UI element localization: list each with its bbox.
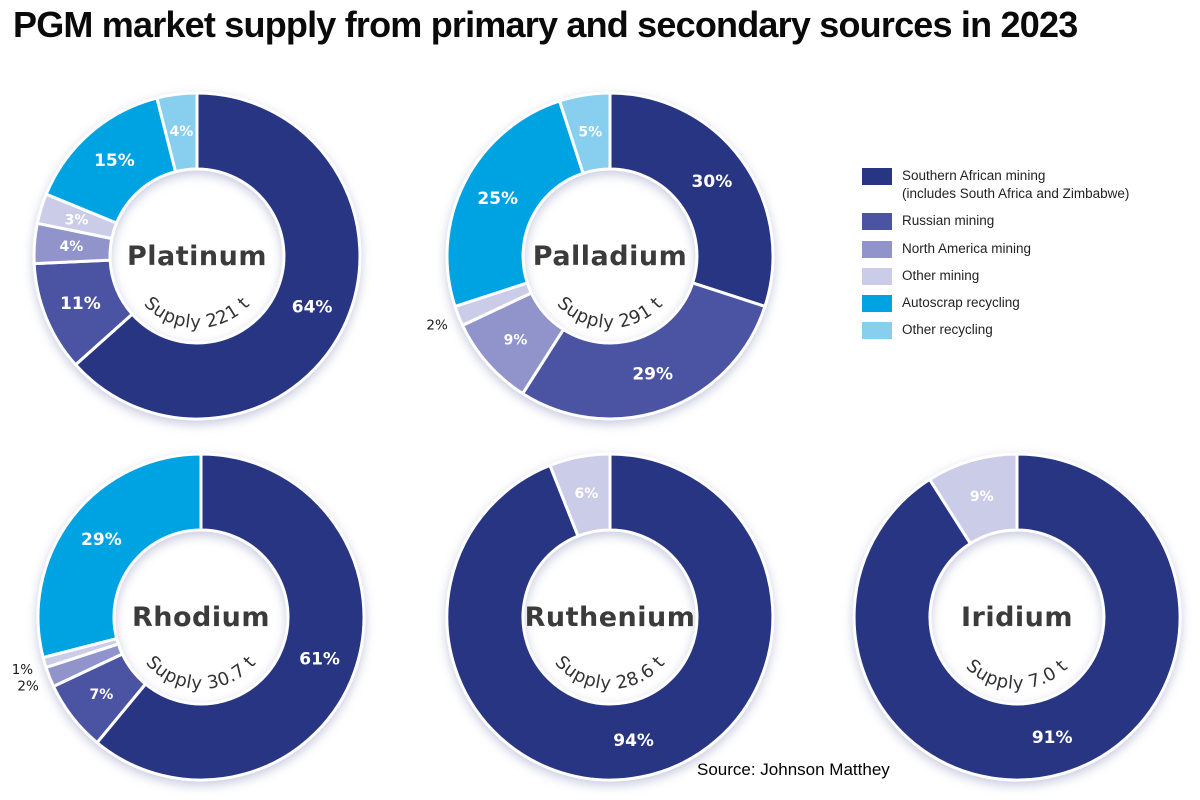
donut-chart-palladium: 30% 29% 9% 2% 25% 5% Palladium Supply 291 t [426, 91, 775, 421]
slice-southern-african-mining [74, 91, 362, 421]
legend-item-4: Autoscrap recycling [862, 294, 1129, 313]
legend-label: Autoscrap recycling [902, 295, 1020, 311]
slice-other-mining [928, 452, 1019, 545]
chart-title: Rhodium [132, 602, 270, 633]
slice-label: 25% [477, 189, 518, 209]
chart-subtitle: Supply 28.6 t [551, 652, 670, 694]
legend-swatch [862, 267, 892, 285]
slice-label: 15% [94, 151, 135, 171]
slice-label: 9% [504, 332, 528, 348]
donut-chart-rhodium: 61% 7% 2%1% 29% Rhodium Supply 30.7 t [12, 452, 366, 782]
legend-swatch [862, 168, 892, 185]
donut-chart-iridium: 91% 9% Iridium Supply 7.0 t [852, 452, 1182, 782]
chart-title: Platinum [127, 241, 267, 272]
legend-swatch [862, 322, 892, 340]
slice-label: 11% [60, 294, 101, 314]
slice-other-mining [548, 452, 612, 538]
slice-other-recycling [558, 91, 612, 175]
slice-label: 91% [1032, 728, 1073, 748]
slice-label: 4% [60, 239, 84, 255]
legend-item-3: Other mining [862, 267, 1129, 285]
slice-southern-african-mining [852, 452, 1182, 782]
legend-label: North America mining [902, 240, 1032, 256]
slice-label: 9% [970, 489, 994, 505]
slice-label: 5% [578, 125, 602, 141]
slice-label: 6% [575, 486, 599, 502]
chart-subtitle: Supply 221 t [140, 293, 254, 333]
page-title: PGM market supply from primary and secon… [13, 4, 1078, 45]
slice-label: 29% [81, 530, 122, 550]
legend-swatch [862, 295, 892, 313]
slice-autoscrap-recycling [445, 99, 585, 308]
slice-label: 61% [299, 650, 340, 670]
legend-item-0: Southern African mining (includes South A… [862, 167, 1129, 203]
slice-label: 64% [292, 297, 333, 317]
slice-autoscrap-recycling [36, 452, 203, 659]
donut-chart-platinum: 64% 11% 4% 3% 15% 4% Platinum Supply 221 t [32, 91, 362, 421]
chart-subtitle: Supply 7.0 t [962, 655, 1072, 694]
legend-label: Russian mining [902, 213, 995, 229]
slice-label: 1% [12, 662, 34, 678]
donut-chart-ruthenium: 94% 6% Ruthenium Supply 28.6 t [445, 452, 775, 782]
chart-subtitle: Supply 291 t [553, 293, 667, 333]
legend: Southern African mining (includes South A… [862, 167, 1129, 340]
legend-swatch [862, 240, 892, 258]
legend-item-5: Other recycling [862, 321, 1129, 340]
slice-russian-mining [521, 281, 767, 421]
slice-label: 94% [613, 731, 654, 751]
chart-title: Iridium [961, 602, 1073, 633]
legend-item-1: Russian mining [862, 212, 1129, 231]
slice-label: 2% [426, 318, 448, 334]
source-credit: Source: Johnson Matthey [697, 760, 890, 779]
chart-title: Ruthenium [525, 602, 696, 633]
slice-label: 29% [632, 365, 673, 385]
slice-other-recycling [155, 91, 199, 174]
chart-subtitle: Supply 30.7 t [142, 652, 261, 694]
slice-label: 7% [90, 687, 114, 703]
slice-southern-african-mining [95, 452, 366, 782]
slice-label: 30% [692, 172, 733, 192]
legend-swatch [862, 213, 892, 231]
legend-label: Other mining [902, 267, 980, 283]
slice-label: 4% [170, 124, 194, 140]
legend-label: Southern African mining (includes South A… [902, 168, 1130, 202]
legend-label: Other recycling [902, 322, 993, 338]
chart-title: Palladium [533, 241, 687, 272]
slice-label: 2% [17, 679, 39, 695]
slice-southern-african-mining [608, 91, 775, 308]
legend-item-2: North America mining [862, 240, 1129, 258]
slice-label: 3% [65, 212, 89, 228]
slice-southern-african-mining [445, 452, 775, 782]
